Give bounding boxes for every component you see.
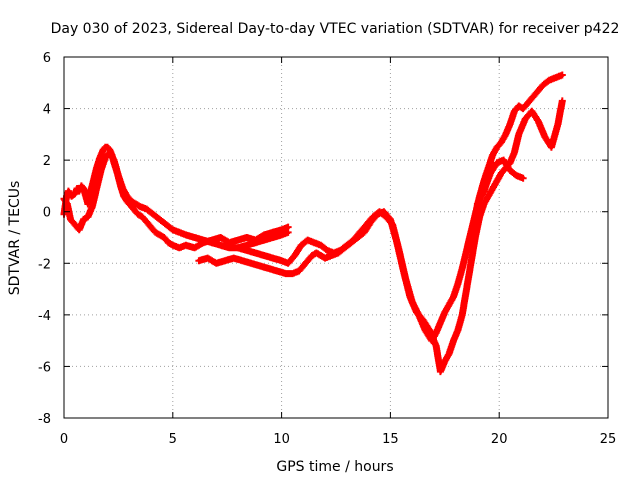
x-tick-label: 0 <box>60 432 68 447</box>
x-tick-label: 10 <box>273 432 290 447</box>
x-tick-labels: 0 5 10 15 20 25 <box>60 432 616 447</box>
x-tick-label: 15 <box>382 432 399 447</box>
y-tick-label: 4 <box>43 103 51 118</box>
y-tick-label: -8 <box>38 412 51 427</box>
y-tick-label: 0 <box>43 206 51 221</box>
series-markers <box>234 71 566 345</box>
x-tick-label: 5 <box>169 432 177 447</box>
series-track-e <box>473 156 527 208</box>
y-tick-label: -6 <box>38 360 51 375</box>
x-axis-label: GPS time / hours <box>276 459 393 475</box>
axis-ticks <box>63 56 609 419</box>
series-markers <box>473 156 527 208</box>
y-tick-label: 6 <box>43 51 51 66</box>
y-tick-label: -2 <box>38 257 51 272</box>
y-tick-label: -4 <box>38 309 51 324</box>
data-points <box>60 71 566 376</box>
x-tick-label: 20 <box>491 432 508 447</box>
y-tick-label: 2 <box>43 154 51 169</box>
x-tick-label: 25 <box>600 432 617 447</box>
y-tick-labels: -8 -6 -4 -2 0 2 4 6 <box>38 51 51 427</box>
series-track-d <box>234 71 566 345</box>
grid-lines <box>64 57 608 418</box>
y-axis-label: SDTVAR / TECUs <box>7 181 23 296</box>
chart-title: Day 030 of 2023, Sidereal Day-to-day VTE… <box>51 21 620 37</box>
plot-frame <box>63 56 609 419</box>
